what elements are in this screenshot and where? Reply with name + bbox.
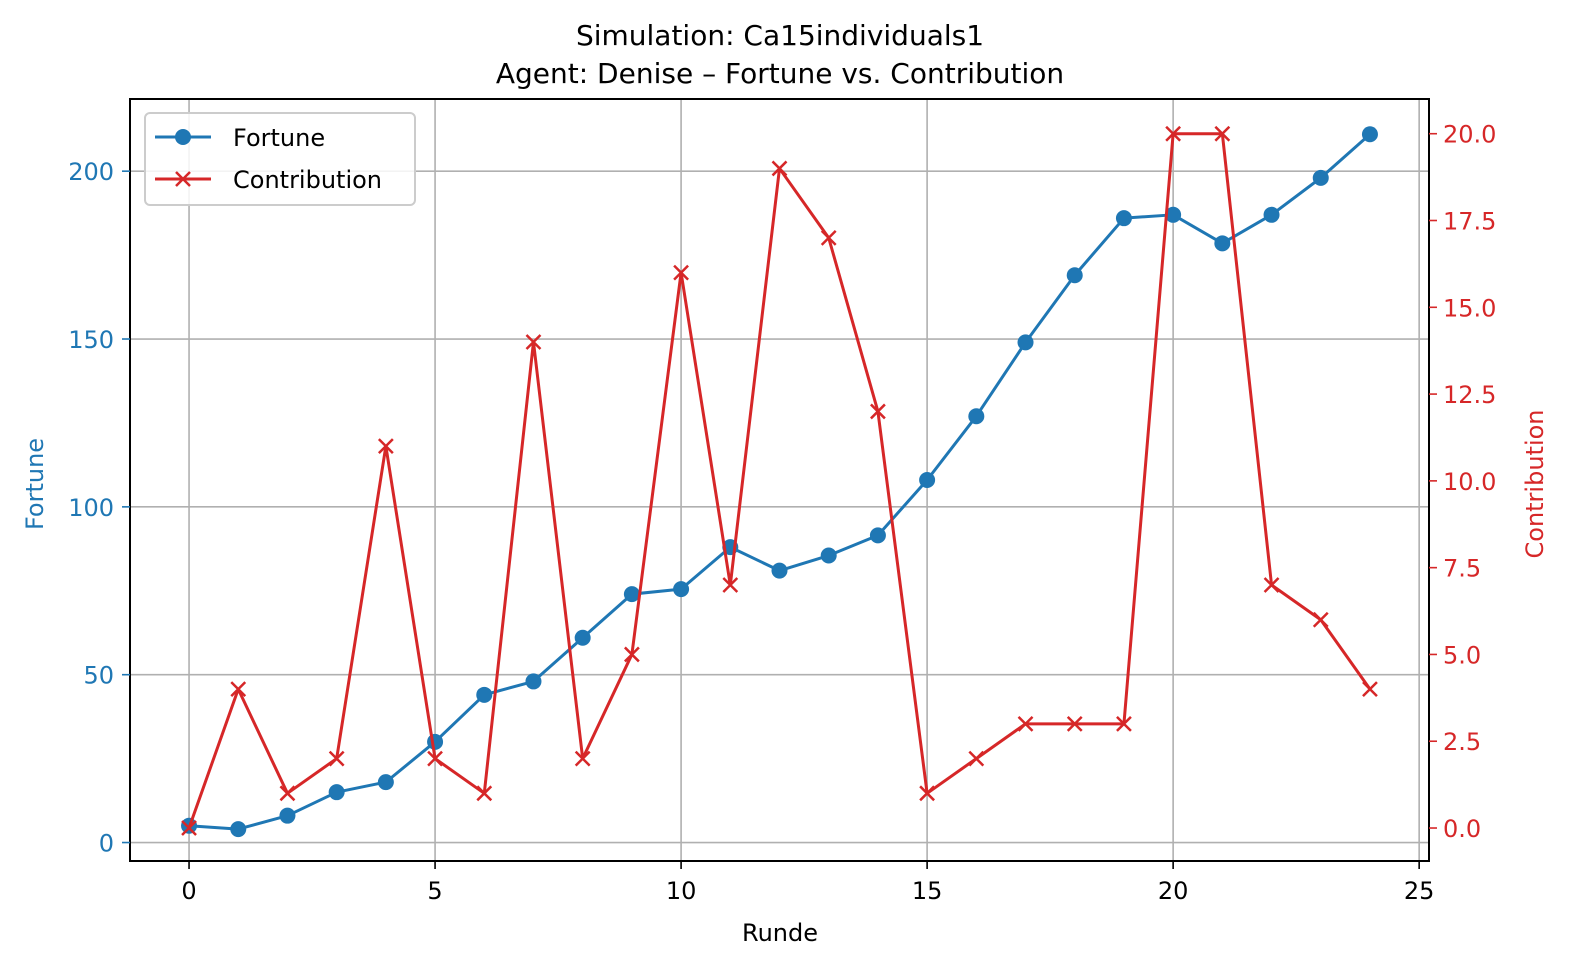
fortune-point: [377, 774, 394, 791]
y-right-tick-label: 10.0: [1443, 468, 1496, 496]
contribution-point: [1165, 125, 1182, 142]
fortune-point: [623, 586, 640, 603]
y-left-tick-label: 100: [68, 494, 114, 522]
contribution-point: [1263, 577, 1280, 593]
y-right-tick-label: 0.0: [1443, 815, 1481, 843]
plot-frame: [129, 98, 1430, 862]
y-axis-right-label: Contribution: [1521, 409, 1549, 558]
contribution-point: [328, 750, 345, 767]
fortune-point: [525, 673, 542, 690]
contribution-point: [771, 160, 788, 177]
y-right-tick-label: 2.5: [1443, 728, 1481, 756]
contribution-point: [870, 403, 886, 420]
y-left-tick-label: 200: [68, 158, 114, 186]
chart-title: Simulation: Ca15individuals1: [576, 19, 984, 52]
contribution-point: [427, 750, 443, 767]
fortune-point: [427, 733, 444, 750]
fortune-point: [328, 784, 345, 801]
contribution-point: [525, 334, 542, 350]
contribution-point: [181, 820, 197, 836]
chart-subtitle: Agent: Denise – Fortune vs. Contribution: [496, 57, 1064, 90]
fortune-point: [1214, 235, 1231, 252]
legend-fortune-label: Fortune: [233, 124, 325, 152]
contribution-point: [279, 785, 296, 802]
fortune-point: [673, 581, 690, 598]
x-axis-label: Runde: [742, 919, 818, 947]
legend-contribution-label: Contribution: [233, 166, 382, 194]
fortune-point: [771, 562, 788, 579]
contribution-point: [673, 264, 689, 281]
contribution-point: [1066, 715, 1083, 732]
y-left-tick-label: 150: [68, 326, 114, 354]
contribution-point: [919, 785, 935, 802]
fortune-point: [1361, 126, 1378, 143]
contribution-point: [377, 438, 394, 455]
fortune-point: [869, 527, 886, 544]
contribution-point: [1362, 681, 1378, 698]
contribution-point: [574, 750, 591, 767]
x-tick-label: 20: [1158, 877, 1189, 905]
x-tick-label: 10: [666, 877, 697, 905]
fortune-point: [230, 821, 247, 838]
y-left-tick-label: 0: [99, 830, 114, 858]
fortune-point: [1165, 206, 1182, 223]
y-right-tick-label: 20.0: [1443, 121, 1496, 149]
fortune-point: [919, 472, 936, 488]
contribution-point: [820, 229, 837, 246]
legend-frame: [144, 112, 416, 206]
contribution-line: [187, 132, 1372, 829]
fortune-point: [1263, 206, 1280, 223]
contribution-point: [230, 681, 247, 698]
contribution-point: [1312, 611, 1329, 628]
x-axis: 0 5 10 15 20 25: [181, 861, 1434, 905]
contribution-point: [722, 577, 739, 593]
contribution-point: [1116, 715, 1132, 732]
contribution-point: [624, 646, 640, 663]
x-tick-label: 0: [181, 877, 196, 905]
legend-fortune-marker: [175, 129, 191, 145]
series-layer: [181, 125, 1378, 838]
fortune-point: [574, 629, 591, 646]
fortune-point: [1115, 210, 1132, 227]
contribution-point: [476, 785, 493, 802]
x-tick-label: 15: [912, 877, 943, 905]
fortune-point: [279, 807, 296, 824]
y-right-tick-label: 5.0: [1443, 641, 1481, 669]
fortune-point: [820, 547, 837, 564]
fortune-point: [476, 686, 493, 703]
y-left-tick-label: 50: [83, 662, 114, 690]
fortune-point: [1312, 169, 1329, 186]
fortune-line: [188, 133, 1371, 831]
fortune-point: [968, 408, 985, 425]
y-right-tick-label: 15.0: [1443, 294, 1496, 322]
grid-lines: [130, 99, 1429, 861]
fortune-point: [1017, 334, 1034, 351]
y-right-tick-label: 7.5: [1443, 555, 1481, 583]
fortune-point: [1066, 267, 1083, 284]
y-axis-right: 0.0 2.5 5.0 7.5 10.0 12.5 15.0 17.5 20.0: [1429, 121, 1496, 843]
x-tick-label: 25: [1404, 877, 1435, 905]
x-tick-label: 5: [427, 877, 442, 905]
y-right-tick-label: 17.5: [1443, 208, 1496, 236]
legend-contribution-marker: [175, 171, 191, 187]
contribution-point: [1017, 715, 1034, 732]
y-right-tick-label: 12.5: [1443, 381, 1496, 409]
y-axis-left: 0 50 100 150 200: [68, 158, 130, 858]
contribution-point: [1214, 125, 1231, 142]
contribution-point: [968, 750, 985, 767]
y-axis-left-label: Fortune: [21, 438, 49, 530]
legend: Fortune Contribution: [144, 112, 416, 206]
